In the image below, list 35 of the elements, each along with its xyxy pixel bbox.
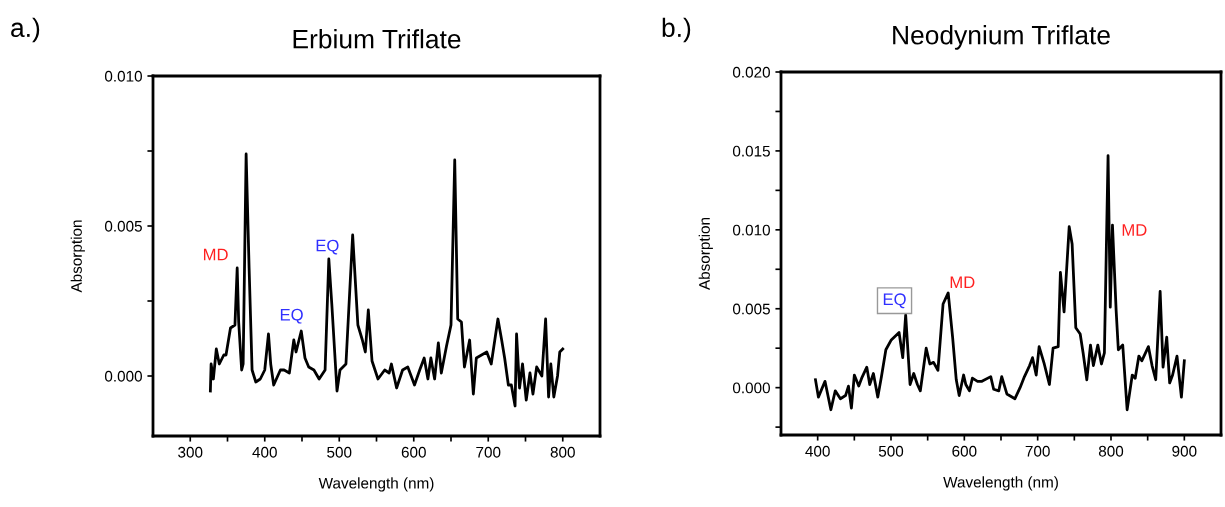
annotation: MD xyxy=(950,276,975,288)
text: b.) xyxy=(662,17,691,43)
annotation: MD xyxy=(1122,224,1147,236)
x-tick-label: 700 xyxy=(476,446,501,458)
annotation: EQ xyxy=(280,308,303,324)
x-tick-label: 400 xyxy=(252,446,277,458)
annotation: EQ xyxy=(883,293,906,309)
x-tick-label: 800 xyxy=(550,446,575,458)
y-tick-label: 0.005 xyxy=(104,220,142,232)
y-tick-label: 0.010 xyxy=(732,224,770,236)
x-tick-label: 500 xyxy=(327,446,352,458)
x-tick-label: 600 xyxy=(401,446,426,458)
annotation: EQ xyxy=(316,239,339,255)
line-series xyxy=(814,154,1186,412)
y-axis-title: Absorption xyxy=(70,220,85,293)
y-tick-label: 0.015 xyxy=(732,145,770,157)
x-tick-label: 900 xyxy=(1172,445,1197,457)
x-tick-label: 700 xyxy=(1025,445,1050,457)
y-tick-label: 0.010 xyxy=(104,70,142,82)
y-tick-label: 0.005 xyxy=(732,303,770,315)
y-tick-label: 0.000 xyxy=(732,382,770,394)
x-axis-title: Wavelength (nm) xyxy=(318,477,434,492)
y-tick-label: 0.000 xyxy=(104,370,142,382)
x-tick-label: 300 xyxy=(178,446,203,458)
x-tick-label: 800 xyxy=(1098,445,1124,457)
x-tick-label: 600 xyxy=(952,445,977,457)
text: a.) xyxy=(11,17,40,43)
x-tick-label: 400 xyxy=(805,445,830,457)
y-axis-title: Absorption xyxy=(698,217,713,290)
chart-title: Neodynium Triflate xyxy=(893,25,1110,50)
y-tick-label: 0.020 xyxy=(732,66,770,78)
chart-title: Erbium Triflate xyxy=(293,29,461,49)
x-axis-title: Wavelength (nm) xyxy=(943,476,1058,491)
annotation: MD xyxy=(203,248,228,261)
x-tick-label: 500 xyxy=(878,445,904,457)
